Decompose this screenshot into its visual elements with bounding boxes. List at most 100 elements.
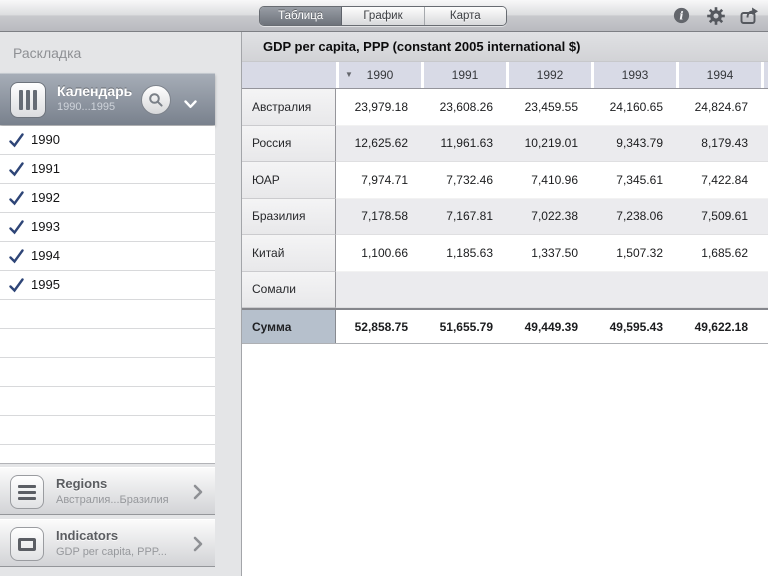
cell-value: 12,625.62 [354, 136, 408, 151]
check-icon [9, 278, 24, 293]
calendar-panel-header[interactable]: Календарь 1990...1995 [0, 73, 215, 125]
tab-map[interactable]: Карта [423, 7, 506, 25]
cell-value: 11,961.63 [440, 136, 494, 151]
regions-title: Regions [56, 476, 108, 491]
calendar-columns-icon [10, 82, 46, 118]
table-row: Сомали [242, 271, 768, 308]
empty-list-row [0, 445, 215, 463]
year-item-1991[interactable]: 1991 [0, 155, 215, 184]
cell-value: 7,732.46 [446, 172, 493, 187]
cell-value: 7,022.38 [531, 209, 578, 224]
cell-value: 1,337.50 [531, 245, 578, 260]
view-segmented-control: Таблица График Карта [259, 6, 507, 26]
check-icon [9, 162, 24, 177]
share-icon[interactable] [739, 5, 760, 26]
indicators-subtitle: GDP per capita, PPP... [56, 546, 167, 558]
total-cell-value: 49,622.18 [694, 319, 748, 334]
list-icon [10, 475, 44, 509]
chevron-right-icon[interactable] [193, 484, 203, 505]
data-grid: Австралия 23,979.18 23,608.26 23,459.55 … [242, 89, 768, 344]
cell-value: 1,185.63 [446, 245, 493, 260]
year-item-1993[interactable]: 1993 [0, 213, 215, 242]
cell-value: 7,410.96 [531, 172, 578, 187]
row-label: Китай [242, 235, 336, 272]
cell-value: 7,238.06 [616, 209, 663, 224]
indicators-title: Indicators [56, 528, 119, 543]
table-row: Бразилия 7,178.58 7,167.81 7,022.38 7,23… [242, 198, 768, 235]
cell-value: 7,974.71 [361, 172, 408, 187]
cell-value: 8,179.43 [701, 136, 748, 151]
chevron-right-icon[interactable] [193, 536, 203, 557]
regions-subtitle: Австралия...Бразилия [56, 494, 169, 506]
empty-list-row [0, 416, 215, 445]
total-cell-value: 49,595.43 [609, 319, 663, 334]
indicators-panel[interactable]: Indicators GDP per capita, PPP... [0, 519, 215, 567]
chevron-down-icon[interactable] [184, 96, 197, 114]
tab-table[interactable]: Таблица [260, 7, 343, 25]
gear-icon[interactable] [705, 5, 726, 26]
table-row: Китай 1,100.66 1,185.63 1,337.50 1,507.3… [242, 235, 768, 272]
column-header-clipped [764, 62, 768, 88]
svg-text:i: i [679, 10, 683, 23]
total-row: Сумма 52,858.75 51,655.79 49,449.39 49,5… [242, 308, 768, 344]
cell-value: 7,422.84 [701, 172, 748, 187]
column-header-1990[interactable]: ▼ 1990 [339, 62, 421, 88]
toolbar-actions: i [671, 0, 760, 31]
year-list: 1990 1991 1992 1993 1994 1995 [0, 126, 215, 464]
column-header-1992[interactable]: 1992 [509, 62, 591, 88]
info-icon[interactable]: i [671, 5, 692, 26]
total-cell-value: 49,449.39 [524, 319, 578, 334]
calendar-panel-title: Календарь [57, 83, 133, 99]
year-item-1995[interactable]: 1995 [0, 271, 215, 300]
row-label: Австралия [242, 89, 336, 126]
check-icon [9, 133, 24, 148]
row-header-column [242, 62, 336, 88]
box-icon [10, 527, 44, 561]
regions-panel[interactable]: Regions Австралия...Бразилия [0, 467, 215, 515]
search-button[interactable] [141, 85, 171, 115]
empty-list-row [0, 387, 215, 416]
check-icon [9, 249, 24, 264]
search-icon [149, 93, 163, 107]
cell-value: 7,509.61 [701, 209, 748, 224]
cell-value: 24,824.67 [694, 99, 748, 114]
row-label: ЮАР [242, 162, 336, 199]
cell-value: 1,100.66 [361, 245, 408, 260]
table-row: ЮАР 7,974.71 7,732.46 7,410.96 7,345.61 … [242, 162, 768, 199]
column-header-1993[interactable]: 1993 [594, 62, 676, 88]
cell-value: 10,219.01 [524, 136, 578, 151]
check-icon [9, 191, 24, 206]
table-header-row: ▼ 1990 1991 1992 1993 1994 [242, 62, 768, 89]
cell-value: 9,343.79 [616, 136, 663, 151]
year-item-1994[interactable]: 1994 [0, 242, 215, 271]
layout-sidebar: Раскладка Календарь 1990...1995 [0, 32, 241, 576]
table-row: Австралия 23,979.18 23,608.26 23,459.55 … [242, 89, 768, 126]
cell-value: 7,178.58 [361, 209, 408, 224]
sidebar-title: Раскладка [13, 45, 82, 61]
empty-list-row [0, 358, 215, 387]
cell-value: 7,345.61 [616, 172, 663, 187]
table-row: Россия 12,625.62 11,961.63 10,219.01 9,3… [242, 125, 768, 162]
cell-value: 23,608.26 [439, 99, 493, 114]
row-label: Россия [242, 125, 336, 162]
year-item-1990[interactable]: 1990 [0, 126, 215, 155]
year-item-1992[interactable]: 1992 [0, 184, 215, 213]
sort-desc-icon: ▼ [345, 70, 353, 79]
tab-chart[interactable]: График [342, 7, 424, 25]
total-cell-value: 51,655.79 [439, 319, 493, 334]
cell-value: 1,507.32 [616, 245, 663, 260]
row-label: Бразилия [242, 198, 336, 235]
check-icon [9, 220, 24, 235]
calendar-panel-range: 1990...1995 [57, 101, 116, 113]
empty-list-row [0, 300, 215, 329]
column-header-1991[interactable]: 1991 [424, 62, 506, 88]
cell-value: 1,685.62 [701, 245, 748, 260]
column-header-1994[interactable]: 1994 [679, 62, 761, 88]
cell-value: 24,160.65 [609, 99, 663, 114]
empty-list-row [0, 329, 215, 358]
total-cell-value: 52,858.75 [354, 319, 408, 334]
table-view: GDP per capita, PPP (constant 2005 inter… [241, 32, 768, 576]
top-toolbar: Таблица График Карта i [0, 0, 768, 32]
total-row-label: Сумма [242, 310, 336, 343]
